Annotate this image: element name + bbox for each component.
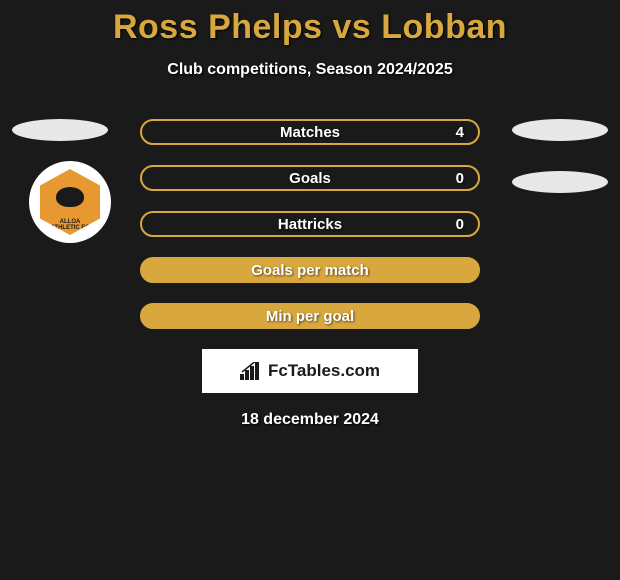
club-badge-shield: ALLOAATHLETIC FC xyxy=(40,169,100,235)
brand-chart-icon xyxy=(240,362,262,380)
stat-value: 4 xyxy=(456,124,464,141)
stat-label: Matches xyxy=(280,124,340,141)
page-title: Ross Phelps vs Lobban xyxy=(113,8,507,47)
club-badge: ALLOAATHLETIC FC xyxy=(29,161,111,243)
stats-section: ALLOAATHLETIC FC Matches 4 Goals 0 Hattr… xyxy=(0,119,620,429)
stat-value: 0 xyxy=(456,170,464,187)
stat-bar-goals-per-match: Goals per match xyxy=(140,257,480,283)
stat-label: Goals xyxy=(289,170,331,187)
comparison-card: Ross Phelps vs Lobban Club competitions,… xyxy=(0,0,620,429)
club-badge-text: ALLOAATHLETIC FC xyxy=(40,219,100,231)
stat-bar-list: Matches 4 Goals 0 Hattricks 0 Goals per … xyxy=(140,119,480,329)
stat-label: Goals per match xyxy=(251,262,369,279)
brand-attribution[interactable]: FcTables.com xyxy=(202,349,418,393)
player-placeholder-right-2 xyxy=(512,171,608,193)
stat-value: 0 xyxy=(456,216,464,233)
date-label: 18 december 2024 xyxy=(0,411,620,429)
stat-bar-min-per-goal: Min per goal xyxy=(140,303,480,329)
stat-bar-matches: Matches 4 xyxy=(140,119,480,145)
page-subtitle: Club competitions, Season 2024/2025 xyxy=(167,61,452,79)
stat-label: Hattricks xyxy=(278,216,342,233)
player-placeholder-right-1 xyxy=(512,119,608,141)
brand-label: FcTables.com xyxy=(268,361,380,381)
stat-bar-goals: Goals 0 xyxy=(140,165,480,191)
stat-bar-hattricks: Hattricks 0 xyxy=(140,211,480,237)
club-badge-mascot xyxy=(56,187,84,207)
stat-label: Min per goal xyxy=(266,308,354,325)
player-placeholder-left xyxy=(12,119,108,141)
